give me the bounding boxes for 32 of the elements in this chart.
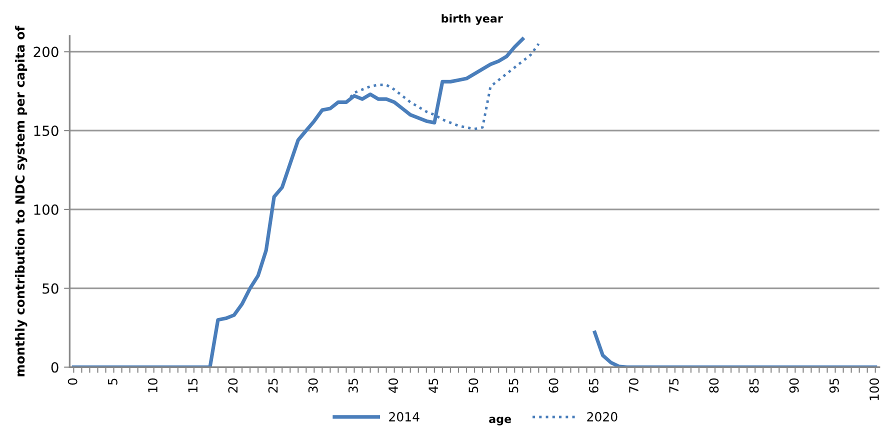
x-tick-label: 70 <box>629 378 638 392</box>
y-tick-label: 100 <box>34 204 58 215</box>
x-tick-label: 25 <box>268 378 278 393</box>
x-tick-label: 40 <box>388 378 398 393</box>
x-tick-label: 45 <box>428 378 438 393</box>
x-tick-label: 10 <box>148 378 158 392</box>
x-axis-title: age <box>489 416 512 426</box>
x-tick-label: 90 <box>789 378 799 393</box>
y-axis-title: monthly contribution to NDC system per capita of <box>15 26 28 376</box>
x-tick-label: 5 <box>108 378 118 385</box>
x-tick-label: 95 <box>829 378 839 393</box>
x-tick-label: 65 <box>588 378 598 393</box>
y-tick-label: 150 <box>34 126 58 136</box>
x-tick-label: 60 <box>548 378 558 393</box>
legend-label: 2014 <box>389 412 420 422</box>
x-tick-label: 55 <box>508 378 518 393</box>
legend-label: 2020 <box>587 412 618 422</box>
y-tick-label: 50 <box>42 283 58 294</box>
x-tick-label: 75 <box>669 378 679 392</box>
x-tick-label: 15 <box>188 378 198 392</box>
x-tick-label: 20 <box>228 378 238 393</box>
x-tick-label: 80 <box>709 378 719 393</box>
x-tick-label: 35 <box>348 378 358 393</box>
x-tick-label: 50 <box>468 378 478 393</box>
x-tick-label: 85 <box>749 378 759 393</box>
y-tick-label: 0 <box>51 362 58 373</box>
chart-title: birth year <box>442 14 503 25</box>
y-tick-label: 200 <box>34 46 58 58</box>
x-tick-label: 0 <box>68 378 78 385</box>
x-tick-label: 30 <box>308 378 318 393</box>
line-series <box>345 42 540 130</box>
x-tick-label: 100 <box>870 378 879 400</box>
